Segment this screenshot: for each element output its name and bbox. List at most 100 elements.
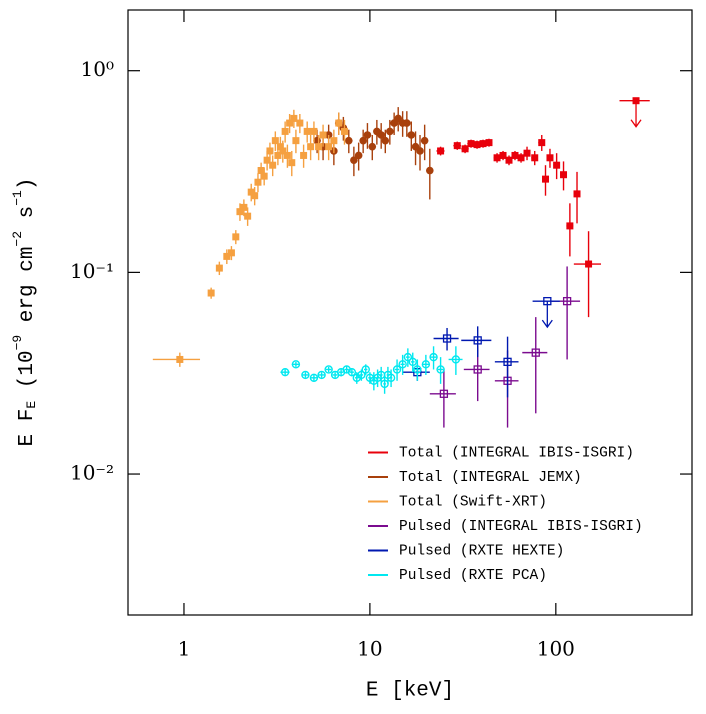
data-point	[254, 178, 262, 186]
data-point	[553, 161, 561, 169]
data-point	[347, 367, 357, 377]
data-point	[392, 365, 402, 374]
legend-label: Total (INTEGRAL IBIS-ISGRI)	[399, 445, 634, 461]
data-point	[562, 296, 572, 306]
legend-label: Pulsed (RXTE HEXTE)	[399, 543, 564, 559]
data-point	[257, 167, 265, 175]
data-point	[301, 370, 310, 380]
data-point	[585, 260, 593, 268]
data-point	[340, 127, 348, 135]
data-point	[260, 172, 268, 180]
data-point	[274, 151, 282, 159]
data-point	[543, 296, 552, 306]
x-tick-label: 10	[357, 637, 382, 661]
data-point	[403, 352, 413, 362]
data-point	[467, 140, 475, 148]
data-point	[451, 355, 461, 364]
data-point	[247, 188, 255, 196]
upper-limit-arrow	[630, 100, 642, 128]
plot-frame	[127, 9, 693, 616]
data-point	[420, 136, 429, 145]
data-point	[377, 131, 385, 139]
data-point	[453, 142, 461, 150]
data-point	[461, 145, 469, 153]
data-point	[416, 147, 424, 155]
x-tick-label: 100	[537, 637, 575, 661]
y-axis-label: E FE (10−9 erg cm−2 s−1)	[10, 178, 39, 447]
data-point	[292, 137, 300, 145]
data-point	[531, 154, 539, 162]
data-point	[386, 127, 394, 136]
x-tick-label: 1	[178, 637, 191, 661]
data-point	[546, 154, 554, 162]
data-point	[325, 143, 333, 151]
data-point	[269, 161, 277, 169]
data-point	[271, 137, 279, 145]
data-point	[566, 222, 574, 230]
data-point	[473, 141, 481, 149]
data-point	[244, 212, 252, 220]
data-point	[319, 131, 327, 139]
data-point	[531, 348, 540, 357]
data-point	[398, 360, 407, 369]
data-point	[290, 114, 298, 122]
data-point	[251, 192, 259, 200]
y-axis-label-part: )	[16, 178, 39, 191]
y-axis-label-part: s	[16, 206, 39, 231]
data-point	[363, 131, 372, 139]
data-point	[573, 190, 581, 198]
data-point	[335, 119, 343, 127]
data-point	[479, 140, 487, 148]
data-point	[266, 147, 274, 155]
legend-label: Total (Swift-XRT)	[399, 494, 547, 510]
y-tick-label: 10⁰	[81, 57, 114, 81]
data-point	[407, 131, 416, 139]
data-point	[236, 208, 244, 216]
data-point	[368, 142, 377, 151]
data-point	[281, 127, 289, 135]
data-point	[538, 139, 546, 147]
y-axis-label-part: erg cm	[16, 247, 39, 335]
legend-label: Pulsed (INTEGRAL IBIS-ISGRI)	[399, 519, 643, 535]
data-point	[330, 137, 338, 145]
data-point	[317, 370, 326, 380]
data-point	[215, 264, 223, 272]
y-axis-label-part: E	[24, 401, 39, 409]
data-point	[350, 156, 358, 164]
data-point	[276, 143, 284, 151]
data-point	[511, 151, 519, 159]
data-point	[291, 360, 301, 369]
data-point	[324, 365, 333, 374]
legend-label: Total (INTEGRAL JEMX)	[399, 470, 582, 486]
data-point	[344, 136, 353, 145]
data-point	[296, 119, 304, 127]
data-point	[436, 365, 445, 374]
y-axis-label-part: E F	[16, 409, 39, 447]
data-point	[232, 233, 240, 241]
data-point	[632, 97, 640, 105]
data-point	[361, 365, 370, 374]
plot-area	[152, 97, 650, 428]
data-point	[300, 151, 308, 159]
y-axis-label-part: −9	[10, 335, 25, 351]
legend-label: Pulsed (RXTE PCA)	[399, 568, 547, 584]
y-axis-label-part: −1	[10, 190, 25, 206]
data-point	[381, 136, 390, 145]
data-point	[473, 336, 482, 345]
data-point	[280, 367, 290, 377]
data-point	[309, 373, 319, 383]
data-point	[359, 136, 367, 145]
data-point	[493, 154, 501, 162]
data-point	[542, 175, 550, 183]
data-point	[207, 289, 215, 297]
y-tick-label: 10⁻²	[70, 461, 114, 485]
data-point	[403, 119, 411, 127]
data-point	[499, 151, 507, 159]
data-point	[286, 119, 294, 127]
data-point	[560, 171, 568, 179]
data-point	[408, 357, 417, 367]
data-point	[429, 352, 438, 362]
data-point	[357, 370, 366, 380]
y-axis-label-part: −2	[10, 231, 25, 247]
